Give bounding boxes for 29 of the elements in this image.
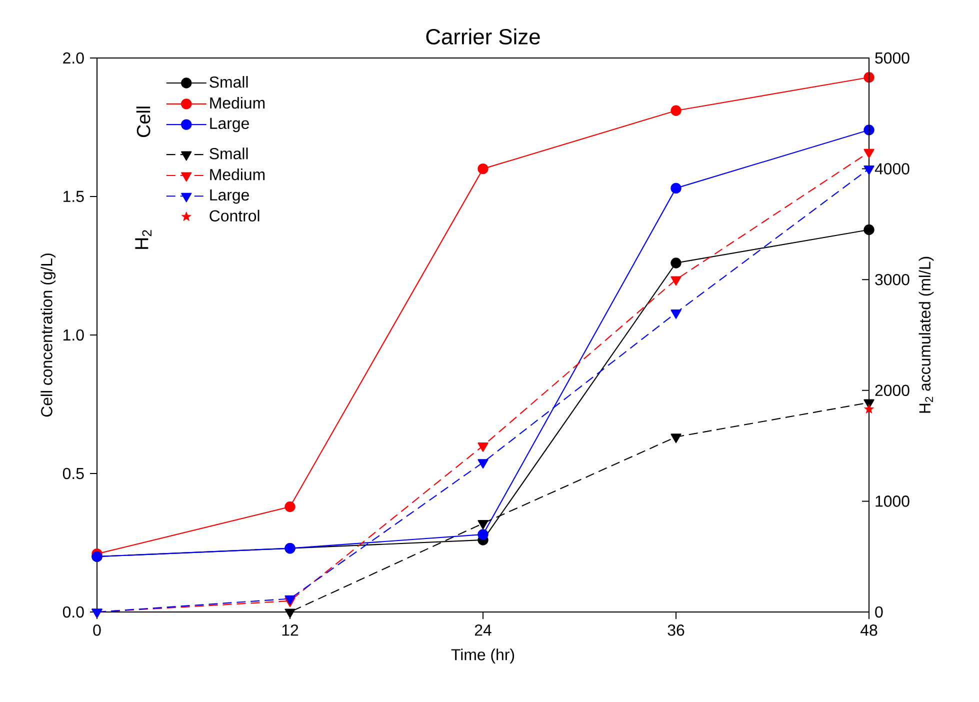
x-tick-label: 24: [474, 624, 492, 636]
y2-tick-label: 1000: [876, 496, 910, 507]
y-tick-label: 1.0: [64, 329, 84, 341]
annotation: Cell: [136, 106, 150, 138]
legend-label: Small: [210, 148, 248, 160]
legend-label: Control: [210, 210, 260, 222]
y2-tick-label: 2000: [875, 384, 910, 396]
x-tick-label: 0: [93, 624, 101, 636]
y-axis-title: Cell concentration (g/L): [40, 254, 56, 417]
legend-label: Large: [210, 118, 249, 132]
y2-tick-label: 3000: [875, 274, 910, 286]
y2-axis-title: H$_{2}$ accumulated (ml/L): [918, 256, 934, 413]
y-tick-label: 0.5: [62, 468, 84, 480]
chart-title: Carrier Size: [426, 28, 540, 45]
legend-label: Large: [210, 189, 249, 204]
y-tick-label: 0.0: [62, 606, 84, 618]
y2-tick-label: 4000: [874, 163, 910, 174]
x-tick-label: 12: [282, 624, 298, 636]
x-axis-title: Time (hr): [451, 648, 514, 664]
x-tick-label: 36: [668, 624, 684, 636]
y-tick-label: 1.5: [64, 190, 84, 202]
annotation: H$_{2}$: [135, 230, 152, 249]
y2-tick-label: 5000: [875, 52, 910, 64]
y2-tick-label: 0: [875, 606, 883, 618]
x-tick-label: 48: [860, 624, 878, 636]
legend-label: Medium: [210, 168, 265, 180]
legend-label: Small: [210, 76, 248, 88]
legend-label: Medium: [210, 96, 265, 109]
y-tick-label: 2.0: [63, 52, 84, 64]
